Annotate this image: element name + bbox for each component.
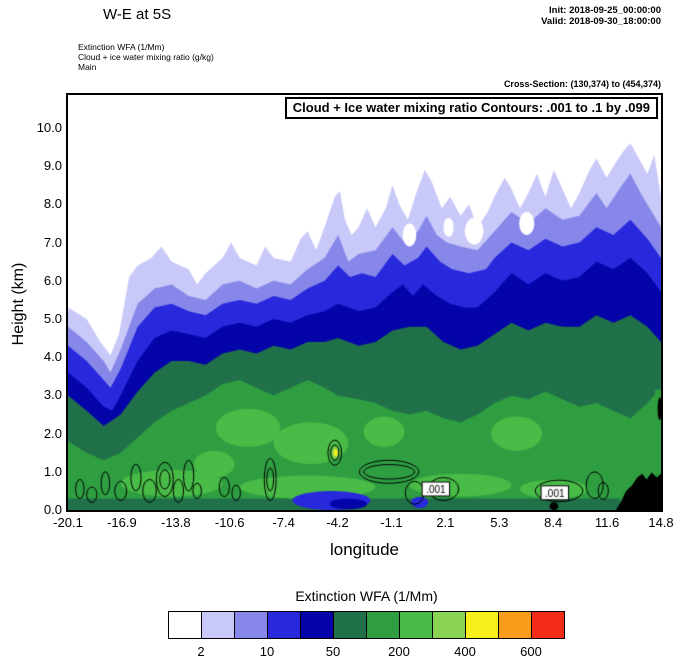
colorbar-cell bbox=[465, 611, 499, 639]
colorbar-cell bbox=[201, 611, 235, 639]
colorbar-cell bbox=[333, 611, 367, 639]
init-time: Init: 2018-09-25_00:00:00 bbox=[549, 5, 661, 16]
colorbar-cell bbox=[234, 611, 268, 639]
colorbar-cell bbox=[366, 611, 400, 639]
y-tick-label: 1.0 bbox=[43, 463, 62, 479]
x-axis-label: longitude bbox=[329, 540, 399, 559]
colorbar-tick-label: 50 bbox=[325, 644, 341, 659]
valid-time: Valid: 2018-09-30_18:00:00 bbox=[541, 16, 661, 27]
x-tick-label: 11.6 bbox=[594, 515, 620, 530]
y-tick-label: 9.0 bbox=[43, 158, 62, 174]
colorbar-cell bbox=[300, 611, 334, 639]
x-tick-label: -1.1 bbox=[380, 515, 403, 530]
y-tick-label: 4.0 bbox=[43, 349, 62, 365]
x-tick-label: 14.8 bbox=[648, 515, 674, 530]
colorbar-tick-label: 200 bbox=[388, 644, 410, 659]
field-line-3: Main bbox=[78, 62, 97, 72]
colorbar-tick-label: 600 bbox=[520, 644, 542, 659]
x-tick-label: -10.6 bbox=[214, 515, 245, 530]
contour-plot-canvas bbox=[68, 95, 661, 510]
colorbar-cell bbox=[267, 611, 301, 639]
colorbar-cell bbox=[498, 611, 532, 639]
x-tick-label: -20.1 bbox=[53, 515, 83, 530]
x-tick-label: 8.4 bbox=[544, 515, 563, 530]
y-tick-label: 5.0 bbox=[43, 311, 62, 326]
field-descriptions: Extinction WFA (1/Mm) Cloud + ice water … bbox=[78, 42, 214, 72]
x-tick-label: 5.3 bbox=[490, 515, 509, 530]
y-tick-label: 0.0 bbox=[43, 502, 62, 517]
colorbar-title: Extinction WFA (1/Mm) bbox=[295, 588, 438, 604]
colorbar-tick-label: 400 bbox=[454, 644, 476, 659]
colorbar-tick-label: 10 bbox=[259, 644, 275, 659]
field-line-1: Extinction WFA (1/Mm) bbox=[78, 42, 165, 52]
run-times: Init: 2018-09-25_00:00:00 Valid: 2018-09… bbox=[541, 5, 661, 27]
colorbar-cell bbox=[168, 611, 202, 639]
plot-title: W-E at 5S bbox=[103, 6, 172, 23]
x-tick-label: 2.1 bbox=[436, 515, 455, 530]
x-tick-label: -4.2 bbox=[326, 515, 349, 530]
field-line-2: Cloud + ice water mixing ratio (g/kg) bbox=[78, 52, 214, 62]
x-tick-label: -16.9 bbox=[107, 515, 137, 530]
colorbar-cell bbox=[432, 611, 466, 639]
y-tick-label: 3.0 bbox=[43, 387, 62, 403]
colorbar-tick-label: 2 bbox=[197, 644, 205, 659]
y-tick-label: 8.0 bbox=[43, 196, 62, 212]
y-tick-label: 7.0 bbox=[43, 234, 62, 250]
colorbar bbox=[168, 611, 565, 639]
cross-section-label: Cross-Section: (130,374) to (454,374) bbox=[503, 79, 661, 89]
y-tick-label: 10.0 bbox=[36, 120, 62, 135]
x-tick-label: -7.4 bbox=[272, 515, 295, 530]
contour-info-box: Cloud + Ice water mixing ratio Contours:… bbox=[284, 97, 658, 119]
y-tick-label: 6.0 bbox=[43, 272, 62, 288]
colorbar-cell bbox=[531, 611, 565, 639]
colorbar-cell bbox=[399, 611, 433, 639]
x-tick-label: -13.8 bbox=[160, 515, 191, 530]
y-tick-label: 2.0 bbox=[43, 425, 62, 441]
